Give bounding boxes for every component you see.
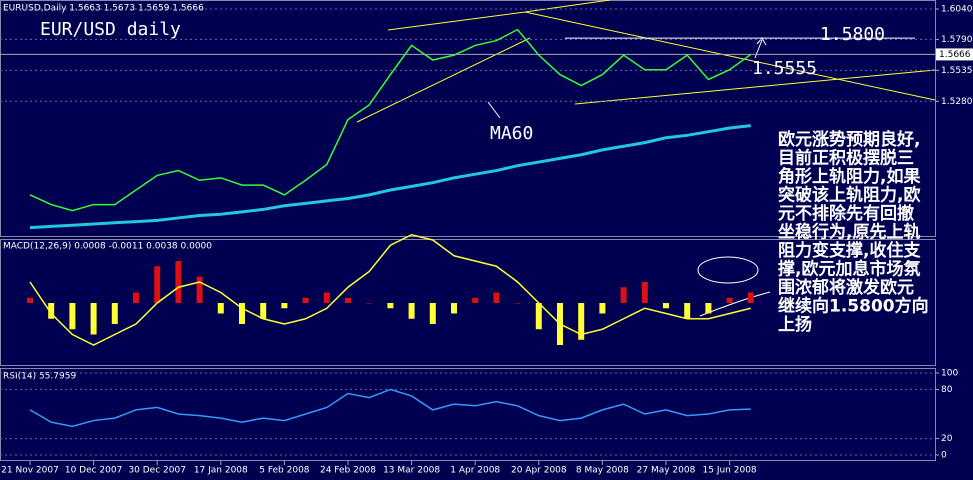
annotation: 围浓郁将激发欧元 (778, 277, 914, 298)
y-tick-label: 100 (941, 369, 958, 379)
trendline (574, 69, 936, 105)
histogram-bar (535, 303, 542, 330)
histogram-bar (345, 297, 351, 303)
y-tick-label: 1.5790 (941, 35, 973, 45)
ma60-pointer (487, 101, 501, 119)
y-tick-label: 20 (941, 434, 953, 444)
histogram-bar (472, 297, 479, 303)
x-tick-label: 13 Mar 2008 (383, 466, 440, 476)
histogram-bar (90, 303, 97, 335)
histogram-bar (429, 303, 436, 324)
macd-title: MACD(12,26,9) 0.0008 -0.0011 0.0038 0.00… (3, 242, 212, 252)
annotation: 欧元涨势预期良好, (778, 129, 920, 150)
histogram-bar (27, 297, 33, 303)
x-tick-label: 21 Nov 2007 (1, 466, 59, 476)
histogram-bar (493, 292, 500, 303)
y-tick-label: 0 (941, 451, 947, 461)
histogram-bar (239, 303, 245, 324)
annotation: 角形上轨阻力,如果 (778, 166, 920, 187)
rsi-panel (0, 368, 936, 461)
histogram-bar (408, 303, 415, 319)
ma-line (29, 124, 751, 230)
histogram-bar (641, 282, 648, 303)
histogram-bar (260, 303, 267, 319)
x-tick-label: 30 Dec 2007 (128, 466, 186, 476)
histogram-bar (302, 297, 309, 303)
chart-title: EUR/USD daily (40, 19, 181, 40)
annotation: 突破该上轨阻力,欧 (778, 185, 920, 206)
x-tick-label: 17 Jan 2008 (194, 466, 248, 476)
annotation: 撑,欧元加息市场氛 (778, 259, 920, 280)
trendline (524, 11, 936, 101)
annotation: 坐稳行为,原先上轨 (778, 222, 920, 243)
price-panel (0, 0, 936, 237)
histogram-bar (747, 292, 754, 303)
x-tick-label: 10 Dec 2007 (65, 466, 123, 476)
annotation: 元不排除先有回撤 (778, 203, 914, 224)
y-tick-label: 1.6040 (941, 4, 973, 14)
x-tick-label: 27 May 2008 (637, 466, 696, 476)
trendlines (356, 0, 936, 123)
x-tick-label: 24 Feb 2008 (320, 466, 376, 476)
rsi-title: RSI(14) 55.7959 (3, 372, 76, 382)
trendline (356, 37, 531, 123)
histogram-bar (175, 261, 182, 303)
annotation: 上扬 (778, 314, 812, 335)
macd-panel (0, 239, 936, 366)
histogram-bar (323, 292, 330, 303)
histogram-bar (366, 303, 373, 304)
histogram-bar (133, 292, 139, 303)
histogram-bar (684, 303, 691, 319)
x-tick-label: 5 Feb 2008 (259, 466, 310, 476)
histogram-bar (196, 276, 203, 303)
histogram-bar (578, 303, 585, 340)
histogram-bar (620, 287, 627, 303)
histogram-bar (48, 303, 55, 319)
ma60-label: MA60 (490, 123, 533, 144)
price-line (29, 233, 751, 346)
annotation: 阻力变支撑,收住支 (778, 240, 921, 261)
annotation: 目前正积极摆脱三 (778, 148, 914, 169)
histogram-bar (69, 303, 76, 330)
histogram-bar (281, 303, 288, 309)
x-tick-label: 20 Apr 2008 (511, 466, 567, 476)
histogram-bar (705, 303, 712, 314)
price-line (29, 388, 751, 428)
header: EURUSD,Daily 1.5663 1.5673 1.5659 1.5666 (3, 4, 204, 14)
trendline (387, 11, 526, 31)
histogram-bar (726, 297, 733, 303)
y-tick-label: 1.5280 (941, 97, 973, 107)
x-tick-label: 15 Jun 2008 (703, 466, 757, 476)
x-tick-label: 8 May 2008 (576, 466, 629, 476)
histogram-bar (451, 303, 457, 314)
histogram-bar (387, 303, 394, 309)
histogram-bar (663, 303, 669, 309)
highlight-ellipse (697, 256, 759, 284)
histogram-bar (599, 303, 606, 314)
y-tick-label: 1.5535 (941, 66, 973, 76)
histogram-bar (514, 303, 521, 304)
current-price-box (936, 48, 973, 61)
level-label: 1.5800 (820, 24, 885, 45)
current-price-label: 1.5666 (939, 50, 971, 60)
y-tick-label: 80 (941, 385, 953, 395)
x-tick-label: 1 Apr 2008 (450, 466, 500, 476)
level-label: 1.5555 (752, 58, 817, 79)
annotation: 继续向1.5800方向 (778, 296, 929, 317)
price-line (29, 28, 752, 212)
trendline (524, 0, 611, 13)
histogram-bar (217, 303, 224, 314)
histogram-bar (154, 266, 161, 303)
histogram-bar (111, 303, 118, 324)
